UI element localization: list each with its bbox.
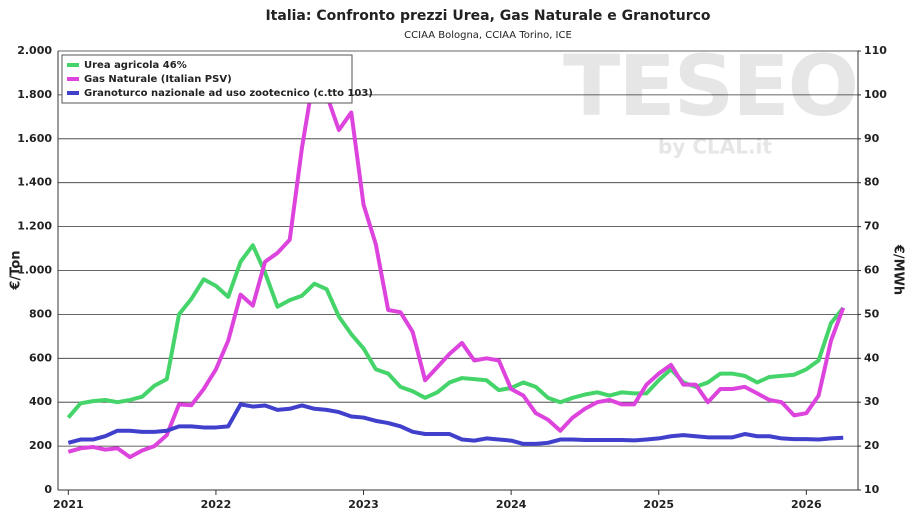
x-tick-label: 2024 (496, 498, 527, 511)
y-tick-label: 1.200 (17, 220, 52, 233)
y-tick-label: 2.000 (17, 44, 52, 57)
y2-tick-label: 50 (864, 307, 880, 320)
legend-label: Urea agricola 46% (84, 60, 187, 71)
y2-tick-label: 60 (864, 264, 880, 277)
y-axis-label: €/Ton (9, 250, 24, 290)
y-tick-label: 1.000 (17, 264, 52, 277)
y2-tick-label: 100 (864, 88, 887, 101)
y-tick-label: 800 (29, 307, 52, 320)
series-line (66, 243, 845, 419)
x-tick-label: 2025 (643, 498, 674, 511)
series-line (67, 402, 844, 446)
y-tick-label: 600 (29, 351, 52, 364)
y-tick-label: 0 (44, 483, 52, 496)
chart-subtitle: CCIAA Bologna, CCIAA Torino, ICE (404, 30, 572, 41)
x-tick-label: 2026 (791, 498, 822, 511)
y-tick-label: 1.400 (17, 176, 52, 189)
x-tick-label: 2022 (201, 498, 232, 511)
y2-tick-label: 20 (864, 439, 880, 452)
x-tick-label: 2021 (53, 498, 84, 511)
chart-title: Italia: Confronto prezzi Urea, Gas Natur… (265, 8, 710, 24)
y2-tick-label: 90 (864, 132, 880, 145)
y2-tick-label: 10 (864, 483, 880, 496)
y2-tick-label: 30 (864, 395, 880, 408)
y2-tick-label: 110 (864, 44, 887, 57)
y2-tick-label: 80 (864, 176, 880, 189)
series-line (67, 70, 846, 460)
y2-tick-label: 70 (864, 220, 880, 233)
y-tick-label: 1.800 (17, 88, 52, 101)
y-tick-label: 400 (29, 395, 52, 408)
legend-label: Gas Naturale (Italian PSV) (84, 74, 232, 85)
legend-label: Granoturco nazionale ad uso zootecnico (… (84, 88, 373, 99)
watermark-sub: by CLAL.it (658, 135, 772, 159)
legend-box (61, 54, 353, 104)
watermark: TESEO (563, 37, 857, 135)
y-tick-label: 200 (29, 439, 52, 452)
y2-axis-label: €/MWh (891, 244, 906, 295)
y2-tick-label: 40 (864, 351, 880, 364)
x-tick-label: 2023 (348, 498, 379, 511)
y-tick-label: 1.600 (17, 132, 52, 145)
